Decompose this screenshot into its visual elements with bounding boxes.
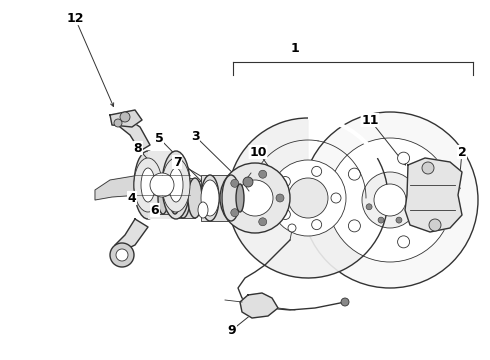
Text: 12: 12 [66, 12, 84, 24]
Text: 8: 8 [134, 141, 142, 154]
Text: 3: 3 [191, 130, 199, 143]
Ellipse shape [201, 175, 219, 221]
Circle shape [276, 194, 284, 202]
Circle shape [110, 243, 134, 267]
Ellipse shape [169, 168, 183, 202]
Bar [201, 175, 231, 221]
Ellipse shape [176, 178, 190, 218]
Ellipse shape [134, 158, 162, 212]
Polygon shape [240, 293, 278, 318]
Circle shape [259, 170, 267, 178]
Polygon shape [228, 118, 388, 278]
Circle shape [428, 194, 440, 206]
Ellipse shape [162, 158, 190, 212]
Text: 11: 11 [361, 113, 379, 126]
Circle shape [288, 224, 296, 232]
Circle shape [331, 193, 341, 203]
Ellipse shape [222, 175, 240, 221]
Circle shape [302, 112, 478, 288]
Bar [175, 178, 195, 218]
Text: 9: 9 [228, 324, 236, 337]
Circle shape [362, 172, 418, 228]
Circle shape [280, 176, 291, 186]
Polygon shape [95, 175, 140, 200]
Polygon shape [405, 158, 462, 232]
Circle shape [288, 178, 328, 218]
Circle shape [328, 138, 452, 262]
Polygon shape [115, 117, 150, 151]
Circle shape [348, 168, 361, 180]
Text: 2: 2 [458, 145, 466, 158]
Circle shape [312, 220, 321, 230]
Ellipse shape [188, 178, 202, 218]
Circle shape [231, 209, 239, 217]
Circle shape [116, 249, 128, 261]
Circle shape [270, 160, 346, 236]
Ellipse shape [198, 202, 208, 218]
Circle shape [150, 173, 174, 197]
Ellipse shape [201, 180, 219, 216]
Circle shape [220, 163, 290, 233]
Circle shape [312, 166, 321, 176]
Text: 5: 5 [155, 131, 163, 144]
Circle shape [396, 217, 402, 223]
Text: 6: 6 [151, 203, 159, 216]
Ellipse shape [236, 184, 244, 212]
Circle shape [397, 152, 410, 164]
Ellipse shape [134, 151, 162, 219]
Circle shape [378, 217, 384, 223]
Circle shape [374, 184, 406, 216]
Circle shape [280, 210, 291, 220]
Circle shape [397, 236, 410, 248]
Circle shape [422, 162, 434, 174]
Circle shape [120, 112, 130, 122]
Circle shape [243, 177, 253, 187]
Circle shape [366, 204, 372, 210]
Circle shape [114, 119, 122, 127]
Polygon shape [110, 110, 142, 127]
Circle shape [231, 179, 239, 187]
Polygon shape [115, 219, 148, 253]
Text: 7: 7 [172, 156, 181, 168]
Bar [157, 182, 175, 214]
Circle shape [259, 218, 267, 226]
Circle shape [429, 219, 441, 231]
Ellipse shape [170, 182, 180, 214]
Bar [148, 151, 176, 219]
Circle shape [237, 180, 273, 216]
Ellipse shape [158, 182, 168, 214]
Text: 4: 4 [127, 192, 136, 204]
Circle shape [341, 298, 349, 306]
Text: 1: 1 [291, 42, 299, 55]
Text: 10: 10 [249, 145, 267, 158]
Ellipse shape [141, 168, 155, 202]
Circle shape [408, 204, 414, 210]
Circle shape [348, 220, 361, 232]
Ellipse shape [162, 151, 190, 219]
